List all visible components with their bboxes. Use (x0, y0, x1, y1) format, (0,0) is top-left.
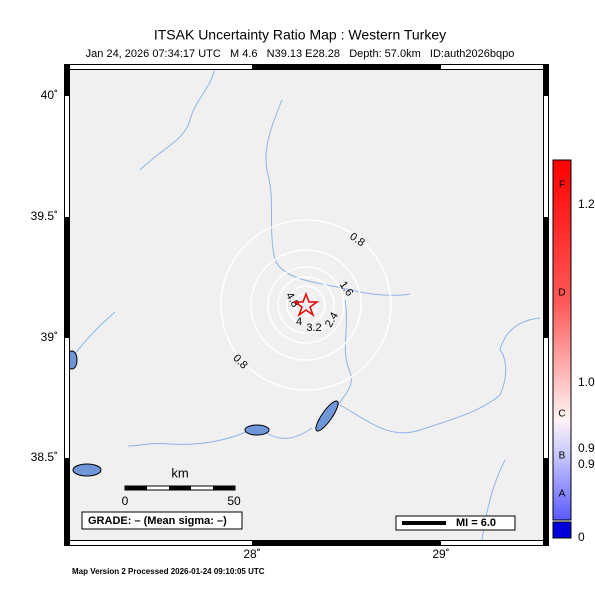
scale-label: 0 (122, 494, 129, 508)
contour (250, 249, 362, 361)
grade-box (81, 511, 243, 530)
lake (72, 463, 102, 477)
scale-label: 50 (227, 494, 241, 508)
title: ITSAK Uncertainty Ratio Map : Western Tu… (154, 27, 446, 43)
lake (244, 424, 270, 436)
river (264, 427, 313, 439)
colorbar-label: 0.9 (578, 441, 595, 455)
frame (64, 64, 549, 546)
grade-letter: B (559, 451, 566, 462)
epicenter-star (292, 291, 320, 318)
contour-label: 3.2 (306, 322, 321, 334)
lon-label: 28˚ (243, 547, 260, 561)
grade-letter: A (559, 489, 566, 500)
rivers (71, 67, 541, 541)
map-frame (64, 64, 549, 546)
mi-box (395, 515, 516, 531)
river (499, 317, 541, 351)
mi-text: MI = 6.0 (456, 517, 496, 529)
river (139, 67, 216, 171)
lat-label: 38.5˚ (31, 450, 58, 464)
colorbar-label: 0 (578, 530, 585, 544)
contours: 0.8 1.6 4.8 4 3.2 2.4 0.8 (220, 219, 392, 391)
lake (315, 400, 339, 432)
grade-text: GRADE: – (Mean sigma: –) (88, 515, 227, 527)
grade-letter: D (558, 288, 565, 299)
lat-label: 39.5˚ (31, 209, 58, 223)
contour-label: 4 (296, 316, 302, 328)
lat-label: 40˚ (41, 88, 58, 102)
scale-bar: km 0 50 (122, 465, 241, 508)
river (339, 349, 507, 434)
lat-labels: 40˚ 39.5˚ 39˚ 38.5˚ (31, 88, 58, 464)
colorbar-label: 0.9 (578, 457, 595, 471)
river (127, 429, 251, 447)
scale-bar-segment (169, 486, 191, 490)
grade-letter: C (558, 409, 565, 420)
scale-unit: km (171, 465, 188, 480)
colorbar-label: 1.2 (578, 197, 595, 211)
contour (267, 266, 345, 344)
contour (286, 285, 326, 325)
lon-labels: 28˚ 29˚ (243, 547, 449, 561)
colorbar: F D C B A 1.2 1.0 0.9 0.9 0 (552, 159, 595, 544)
lon-label: 29˚ (432, 547, 449, 561)
colorbar-swatch (552, 521, 572, 539)
scale-bar-segment (125, 486, 147, 490)
scale-bar-segment (213, 486, 235, 490)
river (337, 299, 352, 406)
map-area (67, 67, 546, 543)
grade-letter: F (559, 180, 565, 191)
colorbar-ramp (552, 159, 572, 521)
lat-label: 39˚ (41, 330, 58, 344)
subtitle: Jan 24, 2026 07:34:17 UTC M 4.6 N39.13 E… (86, 48, 515, 60)
contour (277, 276, 335, 334)
footer: Map Version 2 Processed 2026-01-24 09:10… (72, 567, 265, 576)
contour (220, 219, 392, 391)
colorbar-label: 1.0 (578, 375, 595, 389)
